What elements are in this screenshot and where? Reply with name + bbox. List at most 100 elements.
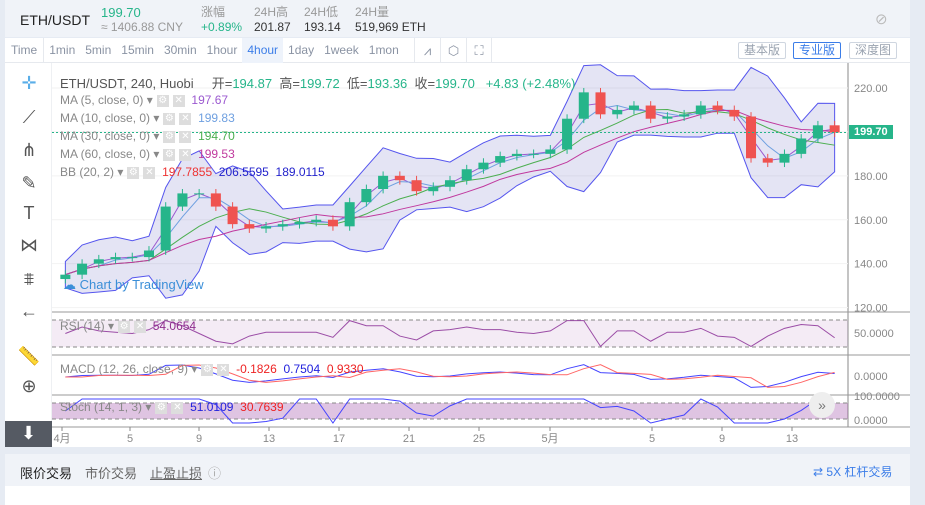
stoch-legend: Stoch (14, 1, 3) ▾ ⚙ ✕ 51.0109 30.7639 bbox=[60, 400, 284, 414]
gear-icon[interactable]: ⚙ bbox=[163, 112, 176, 125]
gear-icon[interactable]: ⚙ bbox=[201, 363, 214, 376]
candle bbox=[662, 116, 673, 119]
scroll-right-button[interactable]: » bbox=[809, 392, 835, 418]
close-icon[interactable]: ✕ bbox=[172, 94, 185, 107]
change-label: 涨幅 bbox=[201, 5, 226, 19]
interval-5min[interactable]: 5min bbox=[85, 43, 112, 57]
close-icon[interactable]: ✕ bbox=[179, 130, 192, 143]
rsi-band bbox=[52, 320, 848, 347]
price-chart[interactable]: 220.00200.00180.00160.00140.00120.0050.0… bbox=[5, 63, 910, 447]
candle bbox=[695, 105, 706, 115]
interval-1hour[interactable]: 1hour bbox=[206, 43, 238, 57]
close-icon[interactable]: ✕ bbox=[217, 363, 230, 376]
symbol-title: ETH/USDT, 240, Huobi bbox=[60, 76, 194, 91]
crosshair-icon[interactable]: ✛ bbox=[21, 73, 37, 93]
stoch-d: 30.7639 bbox=[240, 400, 284, 414]
ma-legend: MA (5, close, 0) ▾ ⚙ ✕ 197.67 bbox=[60, 93, 229, 107]
fullscreen-icon[interactable]: ⛶ bbox=[466, 38, 492, 63]
candle bbox=[194, 193, 205, 195]
magnet-icon[interactable]: ⬇ bbox=[5, 421, 52, 447]
macd-line bbox=[65, 364, 835, 388]
macd-label: MACD (12, 26, close, 9) bbox=[60, 362, 189, 376]
settings-icon[interactable]: ⬡ bbox=[440, 38, 466, 63]
zoom-in-icon[interactable]: ⊕ bbox=[21, 376, 37, 396]
candle bbox=[578, 92, 589, 119]
x-tick-label: 13 bbox=[786, 433, 798, 445]
tab-stop[interactable]: 止盈止损 bbox=[150, 466, 203, 481]
ruler-icon[interactable]: 📏 bbox=[17, 346, 41, 366]
close-icon[interactable]: ✕ bbox=[179, 112, 192, 125]
ma-value: 197.67 bbox=[191, 93, 229, 107]
trade-panel: 限价交易 市价交易 止盈止损 ⓘ ⇄ 5X 杠杆交易 bbox=[5, 454, 910, 505]
eye-slash-icon[interactable]: ⊘ bbox=[875, 11, 888, 28]
bb-legend: BB (20, 2) ▾ ⚙ ✕ 197.7855 206.5595 189.011… bbox=[60, 165, 325, 179]
low-value: 193.14 bbox=[304, 20, 341, 34]
high-value: 199.72 bbox=[299, 76, 340, 91]
interval-4hour[interactable]: 4hour bbox=[242, 38, 284, 63]
gear-icon[interactable]: ⚙ bbox=[163, 130, 176, 143]
pitchfork-icon[interactable]: ⋔ bbox=[21, 140, 37, 160]
candle bbox=[461, 169, 472, 181]
brush-icon[interactable]: ✎ bbox=[21, 173, 37, 193]
gear-icon[interactable]: ⚙ bbox=[156, 94, 169, 107]
measure-lines-icon[interactable]: ⩨ bbox=[23, 269, 35, 289]
gear-icon[interactable]: ⚙ bbox=[155, 401, 168, 414]
candle bbox=[712, 105, 723, 110]
interval-30min[interactable]: 30min bbox=[163, 43, 197, 57]
pattern-icon[interactable]: ⋈ bbox=[20, 235, 38, 255]
rsi-value: 54.0654 bbox=[152, 319, 197, 333]
macd-line: 0.7504 bbox=[283, 362, 321, 376]
leverage-label: 5X 杠杆交易 bbox=[826, 465, 893, 479]
change-value: +4.83 (+2.48%) bbox=[485, 76, 576, 91]
candle bbox=[645, 105, 656, 119]
chart-area[interactable]: ✛ ⟋ ⋔ ✎ T ⋈ ⩨ ← 📏 ⊕ ⬇ 220.00200.00180.00… bbox=[5, 63, 910, 447]
leverage-link[interactable]: ⇄ 5X 杠杆交易 bbox=[813, 465, 893, 479]
tradingview-watermark[interactable]: ☁ Chart by TradingView bbox=[63, 277, 204, 292]
last-price-block: 199.70 ≈ 1406.88 CNY bbox=[101, 5, 183, 35]
candle bbox=[277, 224, 288, 227]
tab-market[interactable]: 市价交易 bbox=[85, 466, 138, 481]
close-icon[interactable]: ✕ bbox=[134, 320, 147, 333]
interval-1min[interactable]: 1min bbox=[49, 43, 76, 57]
bb-lower: 189.0115 bbox=[275, 165, 325, 179]
x-tick-label: 13 bbox=[263, 433, 275, 445]
rsi-label: RSI (14) bbox=[60, 319, 105, 333]
chart-type-icon[interactable]: ⩘ bbox=[414, 38, 440, 63]
y-tick-label: 160.00 bbox=[854, 215, 888, 227]
interval-1mon[interactable]: 1mon bbox=[368, 43, 399, 57]
candle bbox=[227, 206, 238, 225]
ma-legend: MA (10, close, 0) ▾ ⚙ ✕ 199.83 bbox=[60, 111, 235, 125]
stoch-band bbox=[52, 403, 848, 419]
gear-icon[interactable]: ⚙ bbox=[163, 148, 176, 161]
x-tick-label: 9 bbox=[196, 433, 202, 445]
candle bbox=[812, 125, 823, 139]
trend-line-icon[interactable]: ⟋ bbox=[22, 107, 36, 127]
x-tick-label: 9 bbox=[719, 433, 725, 445]
close-icon[interactable]: ✕ bbox=[171, 401, 184, 414]
gear-icon[interactable]: ⚙ bbox=[118, 320, 131, 333]
interval-15min[interactable]: 15min bbox=[121, 43, 154, 57]
ma-value: 199.53 bbox=[198, 147, 235, 161]
y-tick-label: 180.00 bbox=[854, 171, 888, 183]
back-arrow-icon[interactable]: ← bbox=[20, 301, 38, 321]
ma-label: MA (10, close, 0) bbox=[60, 111, 151, 125]
high-value: 201.87 bbox=[254, 20, 291, 34]
text-icon[interactable]: T bbox=[23, 203, 35, 223]
interval-1week[interactable]: 1week bbox=[324, 43, 359, 57]
close-icon[interactable]: ✕ bbox=[179, 148, 192, 161]
candle bbox=[679, 114, 690, 117]
change-value: +0.89% bbox=[201, 20, 243, 34]
interval-time[interactable]: Time bbox=[5, 38, 45, 63]
bb-upper: 206.5595 bbox=[218, 165, 269, 179]
view-basic-button[interactable]: 基本版 bbox=[738, 42, 787, 59]
view-depth-button[interactable]: 深度图 bbox=[849, 42, 898, 59]
ma-label: MA (5, close, 0) bbox=[60, 93, 144, 107]
stoch-k-line bbox=[65, 398, 835, 424]
x-tick-label: 25 bbox=[473, 433, 485, 445]
rsi-tick-label: 50.0000 bbox=[854, 328, 894, 340]
interval-1day[interactable]: 1day bbox=[288, 43, 315, 57]
close-icon[interactable]: ✕ bbox=[143, 166, 156, 179]
info-icon[interactable]: ⓘ bbox=[208, 466, 222, 481]
gear-icon[interactable]: ⚙ bbox=[127, 166, 140, 179]
view-pro-button[interactable]: 专业版 bbox=[793, 42, 842, 59]
